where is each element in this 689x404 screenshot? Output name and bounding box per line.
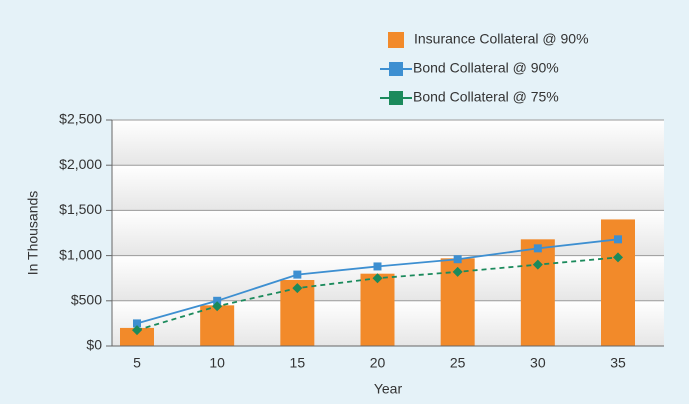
marker: [212, 301, 223, 312]
y-axis-label: In Thousands: [25, 191, 41, 276]
legend-swatch: [389, 62, 403, 76]
legend-swatch: [389, 91, 403, 105]
x-tick-label: 10: [209, 355, 225, 371]
bar: [360, 273, 395, 346]
plot-band: [112, 165, 664, 211]
bar: [520, 239, 555, 346]
y-tick-label: $2,000: [59, 156, 102, 172]
x-tick-label: 35: [610, 355, 626, 371]
plot-band: [112, 120, 664, 166]
y-tick-label: $0: [86, 337, 102, 353]
marker: [614, 235, 622, 244]
plot-band: [112, 210, 664, 256]
y-tick-label: $500: [71, 292, 102, 308]
marker: [133, 319, 141, 328]
marker: [373, 262, 382, 271]
y-tick-label: $2,500: [59, 111, 102, 127]
bar: [200, 305, 235, 346]
x-tick-label: 30: [530, 355, 546, 371]
marker: [452, 266, 463, 277]
y-tick-label: $1,500: [59, 201, 102, 217]
x-tick-label: 5: [133, 355, 141, 371]
marker: [532, 259, 543, 270]
marker: [453, 255, 462, 264]
x-axis-label: Year: [374, 381, 403, 397]
marker: [132, 325, 142, 336]
x-tick-label: 15: [290, 355, 306, 371]
x-tick-label: 20: [370, 355, 386, 371]
marker: [292, 283, 303, 294]
legend-label: Bond Collateral @ 90%: [413, 60, 559, 76]
legend-label: Bond Collateral @ 75%: [413, 89, 559, 105]
legend-swatch: [388, 32, 404, 48]
marker: [293, 270, 302, 279]
legend-label: Insurance Collateral @ 90%: [414, 31, 589, 47]
marker: [533, 244, 542, 253]
bar: [120, 327, 154, 346]
x-tick-label: 25: [450, 355, 466, 371]
marker: [213, 296, 222, 305]
marker: [613, 252, 623, 263]
y-tick-label: $1,000: [59, 246, 102, 262]
marker: [372, 273, 383, 284]
